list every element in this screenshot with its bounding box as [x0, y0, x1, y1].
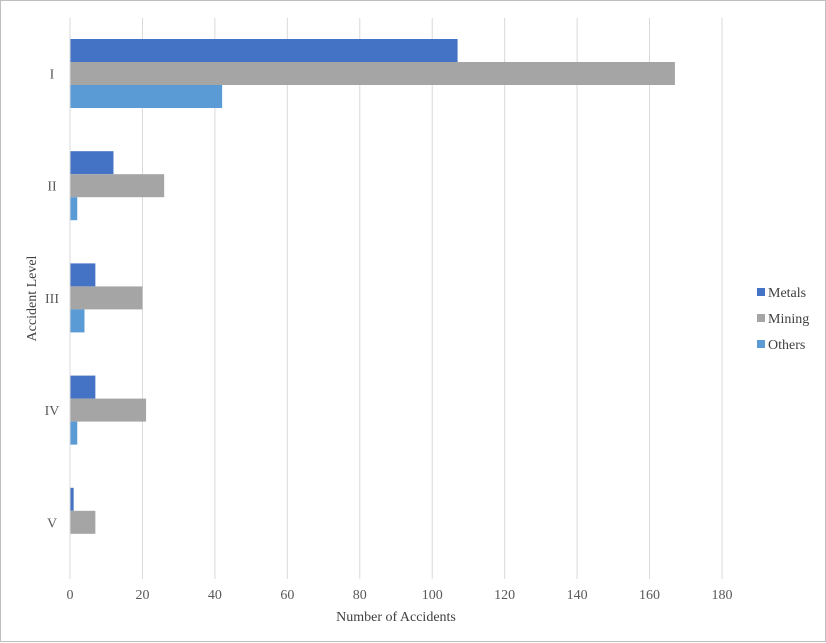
bar-others-iii	[70, 309, 85, 333]
legend-swatch-metals	[757, 288, 765, 296]
legend-swatch-mining	[757, 314, 765, 322]
y-tick-label: I	[50, 68, 55, 83]
x-axis-ticks: 0 20 40 60 80 100 120 140 160 180	[67, 588, 733, 603]
bar-metals-i	[70, 39, 458, 62]
bar-mining-iv	[70, 398, 147, 422]
bar-mining-i	[70, 62, 675, 85]
bar-mining-v	[70, 510, 96, 534]
bar-mining-ii	[70, 174, 165, 198]
x-tick-label: 0	[67, 588, 74, 603]
gridlines	[141, 18, 723, 579]
x-tick-label: 100	[422, 588, 443, 603]
legend-swatch-others	[757, 340, 765, 348]
bar-others-ii	[70, 197, 78, 221]
x-tick-label: 60	[280, 588, 294, 603]
bar-mining-iii	[70, 286, 143, 310]
bar-metals-iii	[70, 263, 96, 287]
y-tick-label: II	[47, 180, 57, 195]
x-tick-label: 160	[639, 588, 660, 603]
y-tick-label: V	[47, 516, 57, 531]
x-tick-label: 180	[712, 588, 733, 603]
y-tick-label: IV	[45, 404, 60, 419]
x-tick-label: 80	[353, 588, 367, 603]
x-tick-label: 120	[494, 588, 515, 603]
y-tick-label: III	[45, 292, 59, 307]
legend-label-mining: Mining	[768, 312, 809, 327]
x-tick-label: 40	[208, 588, 222, 603]
x-tick-label: 140	[567, 588, 588, 603]
y-axis-title: Accident Level	[25, 255, 40, 341]
legend-label-others: Others	[768, 338, 805, 353]
bars	[70, 39, 675, 534]
bar-metals-ii	[70, 151, 114, 175]
x-tick-label: 20	[135, 588, 149, 603]
legend: Metals Mining Others	[757, 286, 809, 353]
legend-label-metals: Metals	[768, 286, 806, 301]
bar-others-i	[70, 85, 223, 108]
bar-others-iv	[70, 421, 78, 445]
bar-metals-iv	[70, 375, 96, 399]
bar-metals-v	[70, 487, 74, 511]
x-axis-title: Number of Accidents	[336, 610, 456, 625]
